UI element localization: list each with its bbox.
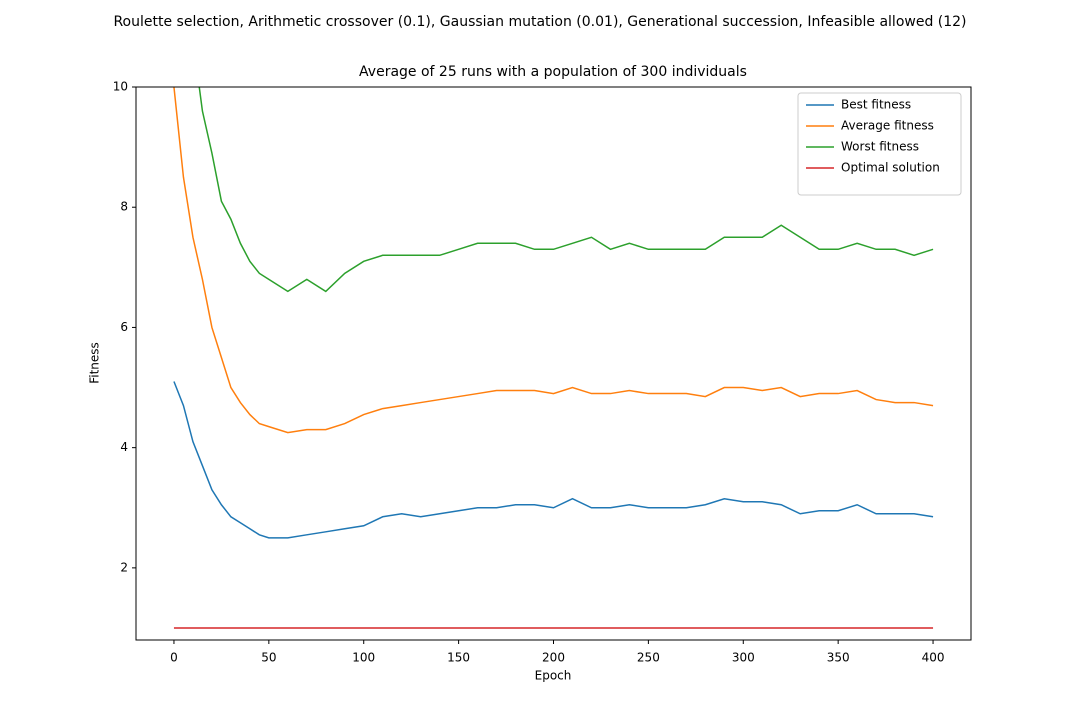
x-tick-label: 50: [261, 651, 276, 665]
legend-label: Optimal solution: [841, 161, 940, 175]
legend-label: Average fitness: [841, 119, 934, 133]
x-axis-label: Epoch: [535, 669, 572, 683]
x-tick-label: 100: [352, 651, 375, 665]
series-line: [198, 87, 934, 293]
suptitle: Roulette selection, Arithmetic crossover…: [113, 14, 966, 30]
y-tick-label: 2: [120, 560, 128, 574]
series-line: [173, 381, 934, 539]
y-axis-label: Fitness: [88, 342, 102, 384]
x-tick-label: 300: [732, 651, 755, 665]
x-tick-label: 150: [447, 651, 470, 665]
chart-title: Average of 25 runs with a population of …: [359, 64, 747, 80]
legend-box: [797, 92, 962, 196]
x-tick-label: 400: [922, 651, 945, 665]
plot-area: [173, 87, 934, 629]
legend-label: Best fitness: [841, 98, 911, 112]
x-tick-label: 0: [170, 651, 178, 665]
series-line: [173, 87, 934, 434]
y-tick-label: 6: [120, 320, 128, 334]
x-tick-label: 200: [542, 651, 565, 665]
legend-label: Worst fitness: [841, 140, 919, 154]
x-tick-label: 250: [637, 651, 660, 665]
y-tick-label: 10: [113, 80, 128, 94]
y-tick-label: 8: [120, 200, 128, 214]
x-tick-label: 350: [827, 651, 850, 665]
y-tick-label: 4: [120, 440, 128, 454]
